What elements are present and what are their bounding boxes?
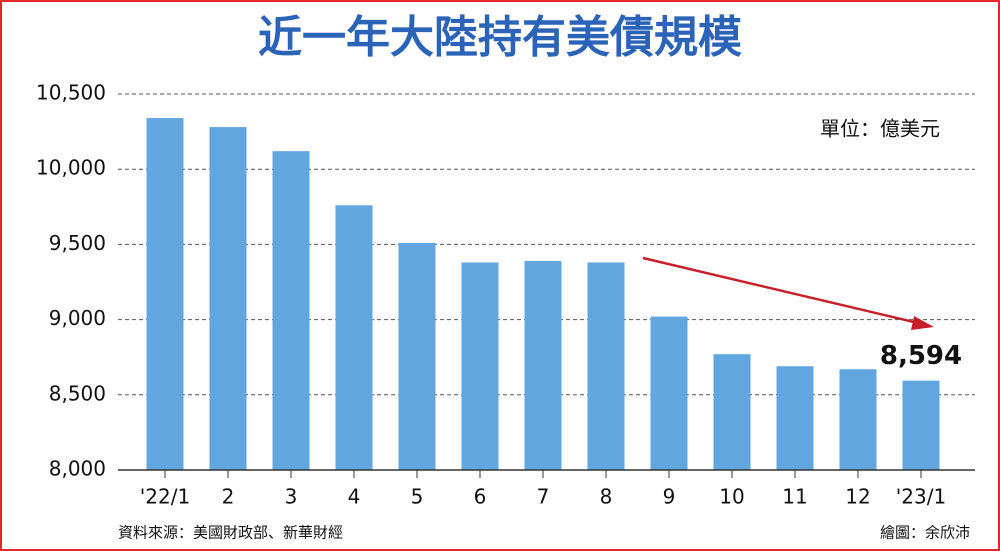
y-tick-label: 9,000 (49, 306, 106, 330)
arrow-head (911, 316, 934, 330)
bar (398, 242, 436, 470)
x-tick-label: 8 (600, 485, 613, 509)
trend-arrow (642, 256, 934, 330)
x-tick-label: 2 (222, 485, 235, 509)
bar (839, 369, 877, 470)
value-label: 8,594 (880, 341, 962, 371)
x-tick-label: 3 (285, 485, 298, 509)
y-tick-label: 10,000 (36, 156, 106, 180)
bar (272, 151, 310, 471)
source: 資料來源：美國財政部、新華財經 (118, 524, 343, 542)
bar (902, 380, 940, 470)
x-tick-label: 5 (411, 485, 424, 509)
bar (713, 354, 751, 470)
x-tick-label: '22/1 (140, 485, 190, 509)
bar (776, 366, 814, 470)
bar (524, 260, 562, 470)
x-tick-label: 7 (537, 485, 550, 509)
y-tick-label: 9,500 (49, 231, 106, 255)
credit: 繪圖：余欣沛 (880, 524, 970, 542)
bar (335, 205, 373, 470)
x-tick-label: 9 (663, 485, 676, 509)
bar (209, 127, 247, 470)
y-tick-label: 10,500 (36, 81, 106, 105)
x-tick-label: '23/1 (896, 485, 946, 509)
x-tick-label: 4 (348, 485, 361, 509)
unit-note: 單位：億美元 (820, 117, 940, 141)
x-tick-label: 6 (474, 485, 487, 509)
x-tick-label: 11 (782, 485, 807, 509)
bar (461, 262, 499, 470)
bar (650, 316, 688, 470)
x-tick-label: 12 (845, 485, 870, 509)
y-tick-label: 8,500 (49, 381, 106, 405)
chart-title: 近一年大陸持有美債規模 (258, 12, 742, 63)
plot: 8,000 8,500 9,000 9,500 10,000 10,500 '22/1 2 3 4… (36, 81, 975, 509)
y-tick-label: 8,000 (49, 457, 106, 481)
bar (587, 262, 625, 470)
arrow-line (642, 256, 919, 325)
x-tick-label: 10 (719, 485, 744, 509)
bar (146, 118, 184, 471)
